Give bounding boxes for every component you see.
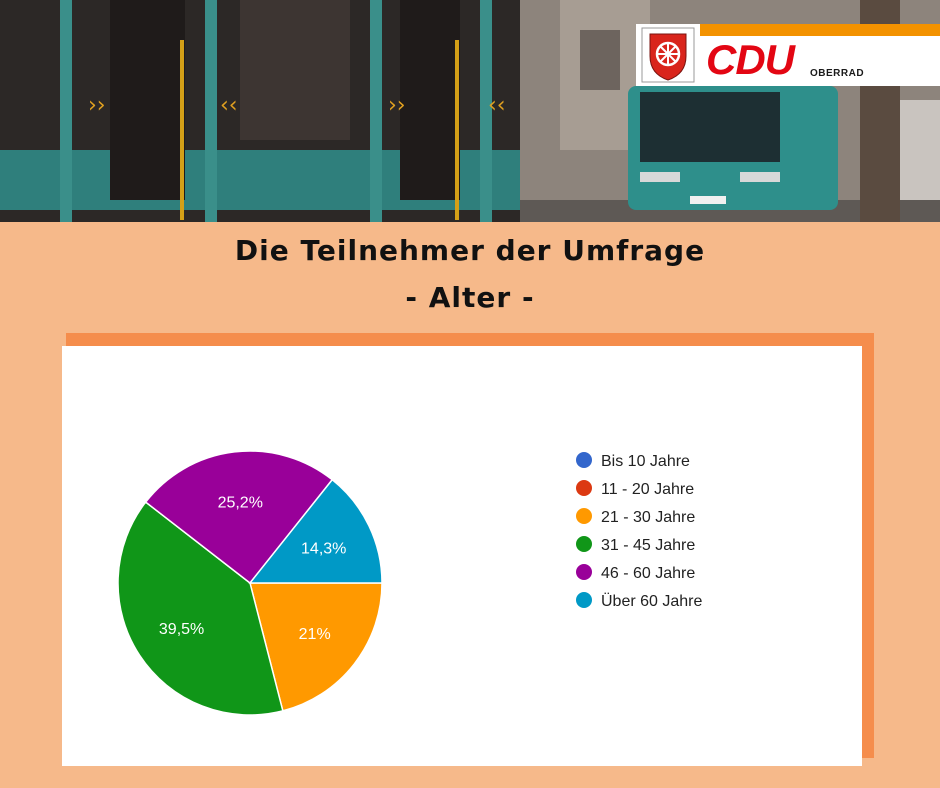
legend-swatch bbox=[576, 592, 592, 608]
slice-label: 25,2% bbox=[218, 495, 263, 512]
cdu-oberrad-logo: CDU OBERRAD bbox=[636, 24, 940, 86]
logo-subtext: OBERRAD bbox=[810, 68, 865, 79]
logo-wordmark: CDU bbox=[706, 36, 795, 83]
legend-label: 21 - 30 Jahre bbox=[601, 509, 695, 526]
svg-text:‹‹: ‹‹ bbox=[488, 93, 506, 118]
chart-card: 21% 39,5% 25,2% 14,3% Bis 10 Jahre 11 - 20 Ja… bbox=[62, 346, 862, 766]
page-title: Die Teilnehmer der Umfrage bbox=[234, 234, 706, 267]
slice-label: 14,3% bbox=[301, 540, 346, 557]
legend-swatch bbox=[576, 452, 592, 468]
legend-label: 31 - 45 Jahre bbox=[601, 537, 695, 554]
pie-slice-46-60-jahre bbox=[144, 450, 334, 585]
pie-chart: 21% 39,5% 25,2% 14,3% Bis 10 Jahre 11 - 20 Ja… bbox=[117, 450, 702, 716]
pie-slice-21-30-jahre bbox=[249, 582, 383, 712]
pie-slice-31-45-jahre bbox=[117, 501, 284, 716]
svg-text:‹‹: ‹‹ bbox=[220, 93, 238, 118]
oberrad-crest-icon bbox=[641, 27, 695, 83]
legend-swatch bbox=[576, 564, 592, 580]
bus-photo: ›› ‹‹ ›› ‹‹ bbox=[0, 0, 940, 222]
svg-text:››: ›› bbox=[388, 93, 406, 118]
legend-label: 46 - 60 Jahre bbox=[601, 565, 695, 582]
pie-slice--ber-60-jahre bbox=[248, 478, 383, 584]
svg-text:››: ›› bbox=[88, 93, 106, 118]
slice-label: 39,5% bbox=[159, 621, 204, 638]
legend-swatch bbox=[576, 480, 592, 496]
legend-swatch bbox=[576, 536, 592, 552]
legend-label: Über 60 Jahre bbox=[601, 592, 702, 610]
legend-label: Bis 10 Jahre bbox=[601, 453, 690, 470]
legend-swatch bbox=[576, 508, 592, 524]
slice-label: 21% bbox=[299, 626, 331, 643]
logo-accent-bar bbox=[700, 24, 940, 36]
page-subtitle: - Alter - bbox=[405, 281, 535, 314]
legend-label: 11 - 20 Jahre bbox=[601, 481, 694, 498]
